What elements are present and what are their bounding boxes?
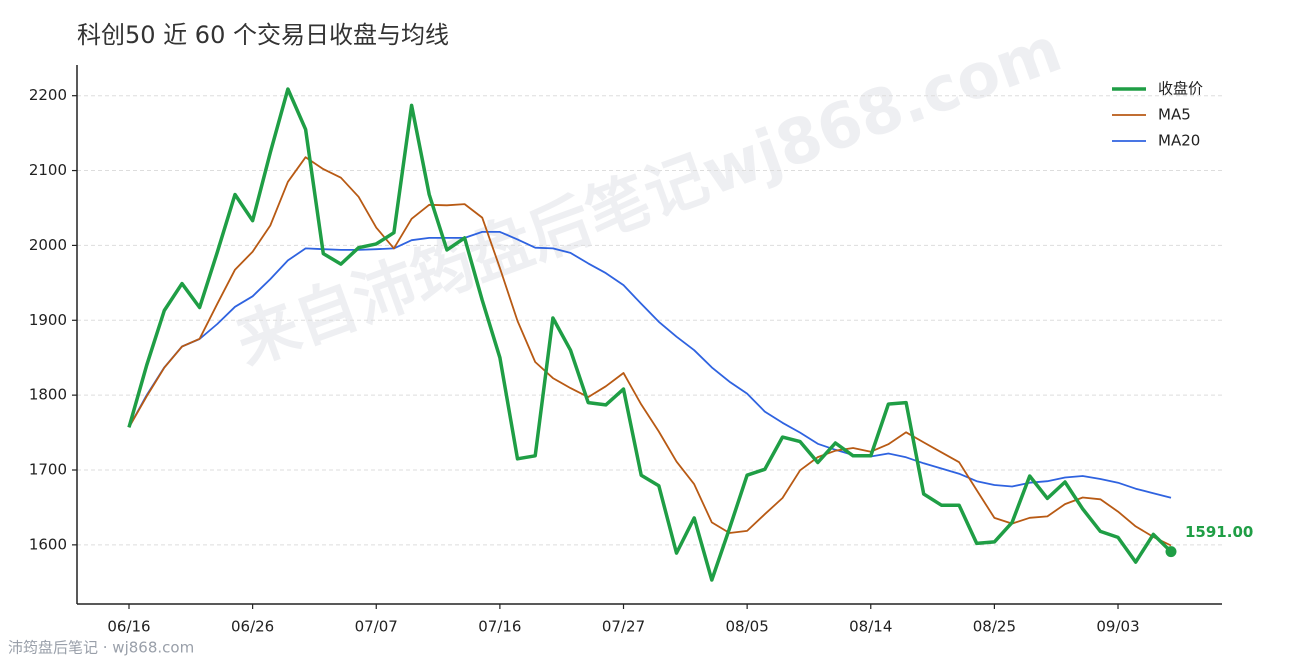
x-tick-label: 07/27 <box>602 618 645 636</box>
series-line <box>128 231 1172 499</box>
series-line <box>128 156 1172 547</box>
legend-label: MA5 <box>1158 106 1191 124</box>
y-tick-label: 2000 <box>29 236 67 254</box>
y-tick-label: 1700 <box>29 460 67 478</box>
end-label: 1591.00 <box>1185 523 1253 541</box>
chart-title: 科创50 近 60 个交易日收盘与均线 <box>77 21 449 49</box>
x-tick-label: 08/05 <box>726 618 769 636</box>
y-tick-label: 2100 <box>29 161 67 179</box>
x-tick-label: 08/25 <box>973 618 1016 636</box>
legend-label: MA20 <box>1158 132 1200 150</box>
y-tick-label: 2200 <box>29 86 67 104</box>
x-tick-label: 08/14 <box>849 618 892 636</box>
y-tick-label: 1800 <box>29 386 67 404</box>
x-tick-label: 06/16 <box>107 618 150 636</box>
series-line <box>127 87 1173 582</box>
x-tick-label: 07/16 <box>478 618 521 636</box>
watermark: 来自沛筠盘后笔记wj868.com <box>227 13 1071 380</box>
footer: 沛筠盘后笔记 · wj868.com <box>8 639 194 657</box>
x-tick-label: 06/26 <box>231 618 274 636</box>
end-point <box>1165 546 1177 558</box>
y-tick-label: 1900 <box>29 311 67 329</box>
x-tick-label: 09/03 <box>1096 618 1139 636</box>
y-tick-label: 1600 <box>29 535 67 553</box>
legend-label: 收盘价 <box>1158 80 1203 98</box>
x-tick-label: 07/07 <box>355 618 398 636</box>
